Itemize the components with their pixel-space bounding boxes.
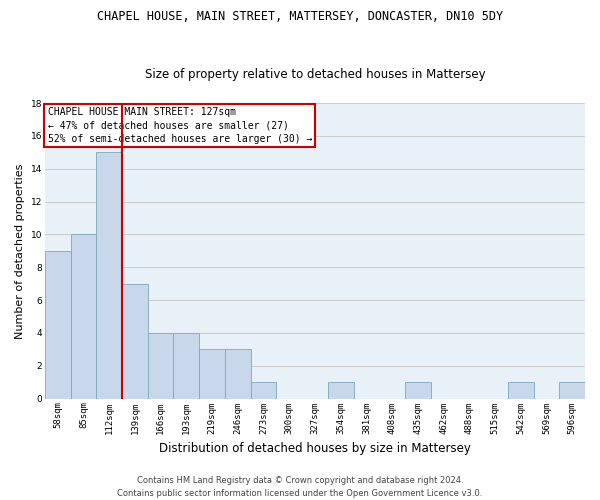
Title: Size of property relative to detached houses in Mattersey: Size of property relative to detached ho… (145, 68, 485, 81)
Bar (148, 333, 173, 398)
Bar (71, 234, 96, 398)
Bar (225, 350, 251, 399)
Bar (199, 350, 225, 399)
Bar (122, 284, 148, 399)
Bar (45, 251, 71, 398)
Text: CHAPEL HOUSE, MAIN STREET, MATTERSEY, DONCASTER, DN10 5DY: CHAPEL HOUSE, MAIN STREET, MATTERSEY, DO… (97, 10, 503, 23)
X-axis label: Distribution of detached houses by size in Mattersey: Distribution of detached houses by size … (159, 442, 471, 455)
Bar (328, 382, 353, 398)
Bar (96, 152, 122, 398)
Bar (508, 382, 533, 398)
Bar (405, 382, 431, 398)
Bar (251, 382, 277, 398)
Y-axis label: Number of detached properties: Number of detached properties (15, 163, 25, 338)
Bar (559, 382, 585, 398)
Text: Contains HM Land Registry data © Crown copyright and database right 2024.
Contai: Contains HM Land Registry data © Crown c… (118, 476, 482, 498)
Text: CHAPEL HOUSE MAIN STREET: 127sqm
← 47% of detached houses are smaller (27)
52% o: CHAPEL HOUSE MAIN STREET: 127sqm ← 47% o… (47, 108, 312, 144)
Bar (173, 333, 199, 398)
